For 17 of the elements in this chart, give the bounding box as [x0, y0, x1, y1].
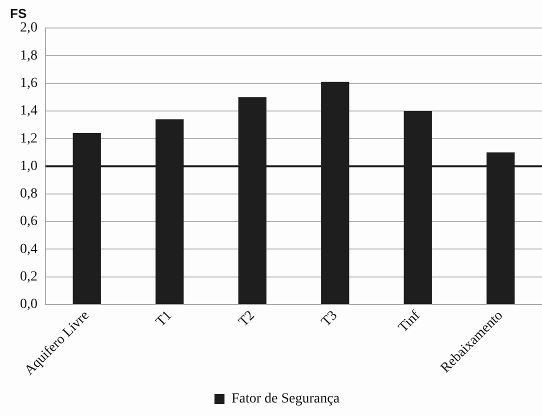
y-tick-label: 0,0 — [20, 297, 38, 312]
y-tick-label: 1,2 — [20, 131, 38, 146]
y-tick-label: 0,2 — [20, 269, 38, 284]
x-tick-label: Tinf — [396, 308, 424, 336]
y-tick-label: 1,8 — [20, 48, 38, 64]
y-tick-label: 1,4 — [20, 104, 38, 119]
legend-label: Fator de Segurança — [231, 392, 340, 407]
x-tick-label: T3 — [318, 308, 341, 330]
x-tick-label: T2 — [236, 308, 258, 330]
y-axis-title: FS — [10, 6, 27, 22]
y-tick-label: 0,4 — [20, 242, 38, 257]
y-tick-label: 1,0 — [20, 158, 38, 174]
y-tick-label: 0,8 — [20, 186, 38, 202]
x-tick-label: T1 — [153, 308, 176, 330]
y-tick-label: 2,0 — [20, 20, 38, 36]
y-tick-label: 0,6 — [20, 214, 38, 230]
y-tick-label: 1,6 — [20, 76, 38, 91]
